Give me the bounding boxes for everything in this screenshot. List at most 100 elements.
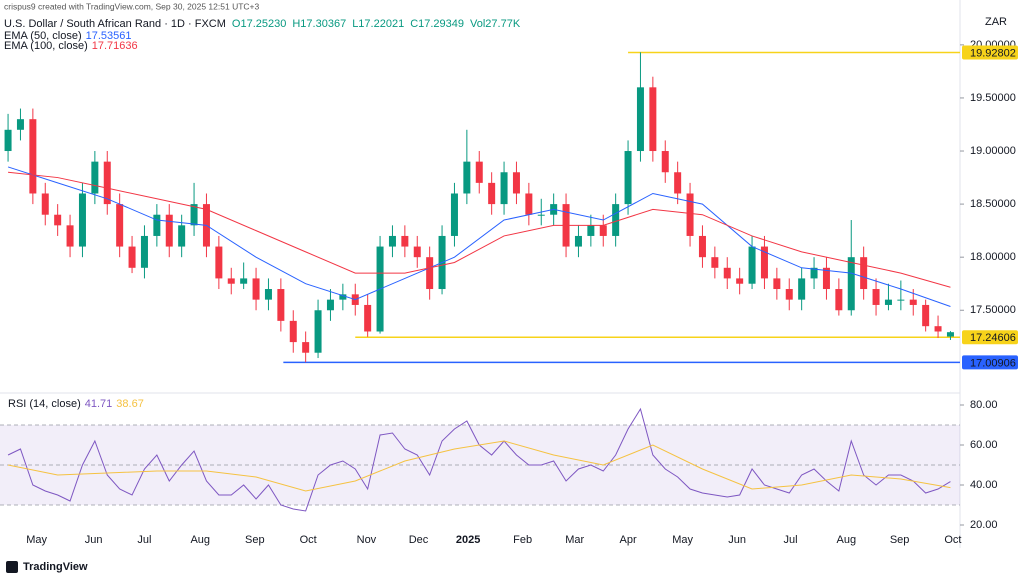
x-tick-label: May: [26, 534, 47, 546]
brand: TradingView: [23, 561, 88, 573]
x-tick-label: 2025: [456, 534, 480, 546]
y-tick-label: 19.50000: [970, 92, 1016, 104]
candle-body: [661, 151, 669, 173]
candle-body: [140, 235, 148, 268]
candle-body: [4, 129, 12, 152]
legend-entry: EMA (100, close) 17.71636: [4, 40, 138, 52]
candle-body: [525, 193, 533, 215]
candle-body: [215, 246, 223, 279]
candle-body: [599, 225, 607, 236]
candle-body: [934, 326, 942, 332]
level-badge: [962, 330, 1018, 345]
candle-body: [674, 172, 682, 194]
ohlc-value: O17.25230: [232, 18, 286, 30]
rsi-value: 38.67: [116, 398, 144, 410]
candle-body: [128, 246, 136, 268]
candle-body: [227, 278, 235, 284]
rsi-name: RSI (14, close): [8, 398, 81, 410]
candle-body: [686, 193, 694, 236]
candle-body: [54, 214, 62, 226]
candle-body: [252, 278, 260, 300]
candle-body: [388, 235, 396, 247]
x-tick-label: Apr: [619, 534, 636, 546]
candle-body: [500, 172, 508, 205]
candle-body: [302, 342, 310, 353]
candle-body: [810, 267, 818, 279]
candle-body: [909, 299, 917, 305]
x-tick-label: May: [672, 534, 693, 546]
y-tick-label: 20.00: [970, 519, 998, 531]
x-tick-label: Aug: [190, 534, 210, 546]
candle-body: [736, 278, 744, 284]
candle-body: [103, 161, 111, 205]
candle-body: [884, 299, 892, 305]
candle-body: [240, 278, 248, 284]
candle-body: [897, 299, 905, 301]
candle-body: [922, 304, 930, 327]
x-tick-label: Jun: [85, 534, 103, 546]
candle-body: [401, 235, 409, 247]
chart-title: U.S. Dollar / South African Rand · 1D · …: [4, 18, 521, 30]
x-tick-label: Sep: [890, 534, 910, 546]
candle-body: [289, 320, 297, 343]
candle-body: [587, 225, 595, 236]
candle-body: [612, 204, 620, 236]
currency: ZAR: [985, 16, 1007, 28]
x-tick-label: Oct: [300, 534, 317, 546]
x-tick-label: Jul: [137, 534, 151, 546]
legend-value: 17.53561: [86, 30, 132, 42]
candle-body: [760, 246, 768, 279]
candle-body: [426, 257, 434, 290]
legend-entry: EMA (50, close) 17.53561: [4, 30, 132, 42]
level-label: 17.00906: [970, 357, 1016, 369]
candle-body: [16, 119, 24, 130]
candle-body: [29, 119, 37, 194]
candle-body: [835, 289, 843, 311]
candle-body: [153, 214, 161, 236]
candle-body: [78, 193, 86, 247]
candle-body: [450, 193, 458, 236]
candle-body: [165, 214, 173, 247]
ohlc-value: Vol27.77K: [470, 18, 521, 30]
x-tick-label: Dec: [409, 534, 429, 546]
candle-body: [872, 289, 880, 305]
candle-body: [822, 267, 830, 290]
level-label: 17.24606: [970, 332, 1016, 344]
candle-body: [178, 225, 186, 247]
candle-body: [488, 182, 496, 205]
level-badge: [962, 355, 1018, 370]
x-tick-label: Feb: [513, 534, 532, 546]
candle-body: [798, 278, 806, 300]
x-tick-label: Oct: [944, 534, 961, 546]
legend-value: 17.71636: [92, 40, 138, 52]
candle-body: [636, 87, 644, 152]
candle-body: [463, 161, 471, 194]
candle-body: [264, 289, 272, 300]
ohlc-value: L17.22021: [352, 18, 404, 30]
candle-body: [326, 299, 334, 311]
x-tick-label: Jul: [783, 534, 797, 546]
candle-body: [277, 289, 285, 321]
candle-body: [66, 225, 74, 247]
ohlc-value: C17.29349: [410, 18, 464, 30]
legend-name: EMA (50, close): [4, 30, 82, 42]
level-label: 19.92802: [970, 47, 1016, 59]
candle-body: [748, 246, 756, 284]
y-tick-label: 80.00: [970, 399, 998, 411]
ema-line: [8, 171, 951, 288]
candle-body: [649, 87, 657, 152]
symbol: U.S. Dollar / South African Rand · 1D · …: [4, 18, 226, 30]
candle-body: [364, 304, 372, 332]
x-tick-label: Aug: [837, 534, 857, 546]
candle-body: [574, 235, 582, 247]
rsi-title: RSI (14, close) 41.71 38.67: [8, 398, 144, 410]
x-tick-label: Jun: [728, 534, 746, 546]
credit: crispus9 created with TradingView.com, S…: [4, 1, 259, 11]
candle-body: [190, 204, 198, 226]
x-tick-label: Nov: [357, 534, 377, 546]
level-badge: [962, 45, 1018, 60]
legend-name: EMA (100, close): [4, 40, 88, 52]
candle-body: [314, 310, 322, 353]
x-tick-label: Mar: [565, 534, 584, 546]
x-tick-label: Sep: [245, 534, 265, 546]
